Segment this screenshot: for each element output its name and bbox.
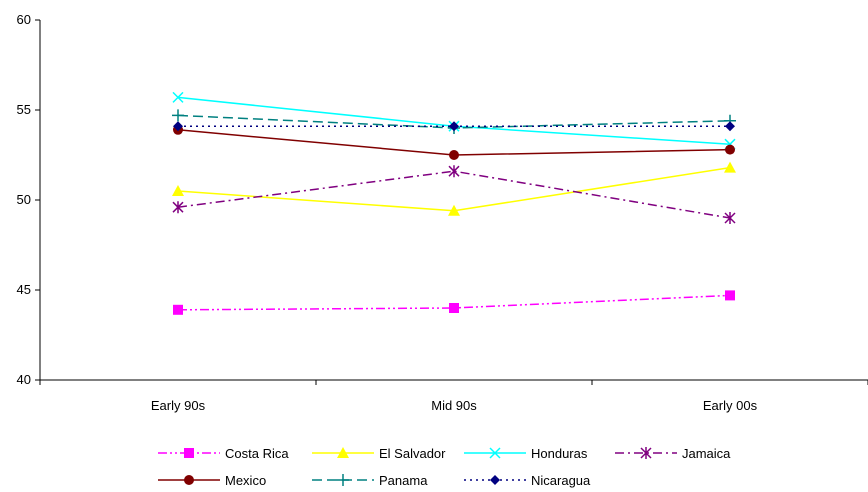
data-point-el-salvador <box>448 204 460 216</box>
legend-item-el-salvador: El Salvador <box>312 446 446 461</box>
data-point-el-salvador <box>172 185 184 196</box>
x-tick-label: Mid 90s <box>431 398 477 413</box>
legend-marker-honduras <box>489 447 501 459</box>
data-point-mexico <box>449 150 459 160</box>
series-costa-rica <box>173 290 735 315</box>
y-tick-label: 55 <box>17 102 31 117</box>
x-tick-label: Early 90s <box>151 398 206 413</box>
axes: 40 45 50 55 60 Early 90s Mid 90s Early 00s <box>17 12 868 413</box>
y-tick-label: 40 <box>17 372 31 387</box>
y-tick-label: 45 <box>17 282 31 297</box>
legend-marker-jamaica <box>640 447 652 459</box>
legend-marker-mexico <box>184 475 194 485</box>
legend-marker-panama <box>337 474 349 486</box>
legend-marker-nicaragua <box>490 475 500 485</box>
series-layer <box>172 91 736 315</box>
series-el-salvador <box>172 161 736 216</box>
legend-item-honduras: Honduras <box>464 446 588 461</box>
y-tick-label: 50 <box>17 192 31 207</box>
data-point-nicaragua <box>173 121 183 132</box>
data-point-costa-rica <box>725 290 735 301</box>
legend-label-panama: Panama <box>379 473 428 488</box>
y-tick-label: 60 <box>17 12 31 27</box>
series-honduras <box>172 91 736 150</box>
legend-label-honduras: Honduras <box>531 446 588 461</box>
legend-item-panama: Panama <box>312 473 428 488</box>
data-point-el-salvador <box>724 161 736 173</box>
legend-item-jamaica: Jamaica <box>615 446 731 461</box>
data-point-honduras <box>172 91 184 103</box>
data-point-jamaica <box>172 201 184 214</box>
legend-marker-costa-rica <box>184 448 194 458</box>
legend-marker-el-salvador <box>337 447 349 458</box>
legend-item-mexico: Mexico <box>158 473 266 488</box>
data-point-nicaragua <box>449 121 459 132</box>
data-point-mexico <box>725 144 735 155</box>
series-jamaica <box>172 165 736 224</box>
legend-label-mexico: Mexico <box>225 473 266 488</box>
legend-item-nicaragua: Nicaragua <box>464 473 591 488</box>
legend: Costa Rica El Salvador Honduras Jamaica Mexi… <box>158 446 731 488</box>
data-point-costa-rica <box>173 304 183 315</box>
data-point-jamaica <box>724 212 736 224</box>
legend-item-costa-rica: Costa Rica <box>158 446 289 461</box>
series-nicaragua <box>173 121 735 132</box>
legend-label-costa-rica: Costa Rica <box>225 446 289 461</box>
series-line-jamaica <box>177 170 731 219</box>
x-tick-label: Early 00s <box>703 398 758 413</box>
legend-label-nicaragua: Nicaragua <box>531 473 591 488</box>
legend-label-el-salvador: El Salvador <box>379 446 446 461</box>
legend-label-jamaica: Jamaica <box>682 446 731 461</box>
data-point-panama <box>172 109 184 122</box>
data-point-costa-rica <box>449 303 459 313</box>
data-point-jamaica <box>448 165 460 178</box>
data-point-nicaragua <box>725 121 735 132</box>
